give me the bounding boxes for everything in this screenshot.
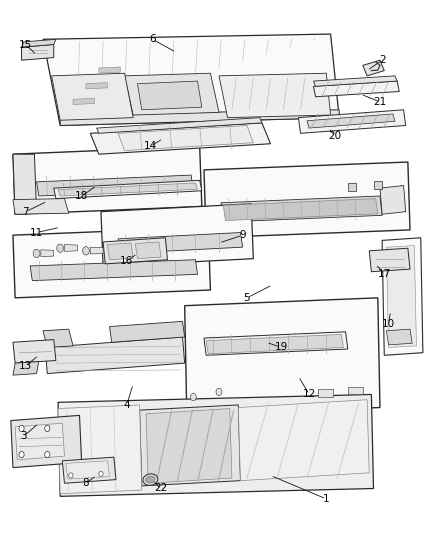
Polygon shape [13, 228, 210, 298]
Text: 3: 3 [21, 431, 27, 441]
Polygon shape [101, 204, 253, 266]
Text: 9: 9 [239, 230, 246, 240]
Polygon shape [52, 73, 133, 120]
Circle shape [99, 471, 103, 477]
Circle shape [19, 451, 24, 458]
Text: 4: 4 [124, 400, 130, 410]
Text: 15: 15 [19, 39, 32, 50]
Polygon shape [382, 238, 423, 356]
Polygon shape [140, 405, 240, 486]
Text: 18: 18 [75, 191, 88, 201]
Text: 19: 19 [275, 343, 288, 352]
Polygon shape [97, 118, 262, 133]
Text: 22: 22 [155, 483, 168, 494]
Polygon shape [36, 175, 193, 196]
Polygon shape [13, 199, 69, 214]
Text: 20: 20 [328, 131, 342, 141]
Polygon shape [58, 394, 374, 496]
Text: 1: 1 [323, 494, 330, 504]
Polygon shape [206, 334, 343, 354]
Polygon shape [204, 332, 348, 356]
Polygon shape [86, 83, 107, 89]
Polygon shape [90, 247, 103, 254]
Text: 21: 21 [373, 97, 387, 107]
Polygon shape [43, 329, 73, 348]
Text: 5: 5 [244, 293, 250, 303]
Polygon shape [13, 147, 202, 214]
Polygon shape [21, 39, 56, 47]
Polygon shape [135, 242, 161, 259]
Polygon shape [103, 238, 167, 264]
Polygon shape [204, 162, 410, 238]
Text: 10: 10 [382, 319, 395, 329]
Polygon shape [73, 98, 95, 104]
Polygon shape [363, 60, 384, 76]
Polygon shape [21, 45, 54, 60]
Polygon shape [60, 110, 339, 125]
Polygon shape [307, 114, 395, 128]
Circle shape [57, 244, 64, 253]
Polygon shape [64, 245, 78, 252]
Polygon shape [314, 81, 399, 97]
Polygon shape [348, 183, 357, 191]
Text: 16: 16 [120, 256, 133, 266]
Polygon shape [219, 73, 331, 118]
Polygon shape [185, 298, 380, 415]
Polygon shape [374, 181, 382, 189]
Polygon shape [298, 110, 406, 133]
Text: 7: 7 [22, 207, 29, 216]
Polygon shape [13, 154, 36, 214]
Polygon shape [58, 405, 142, 494]
Polygon shape [348, 386, 363, 394]
Circle shape [190, 393, 196, 401]
Polygon shape [90, 123, 271, 154]
Polygon shape [221, 196, 382, 222]
Polygon shape [118, 125, 253, 150]
Polygon shape [380, 185, 406, 214]
Text: 6: 6 [149, 34, 156, 44]
Text: 13: 13 [19, 361, 32, 371]
Polygon shape [62, 457, 116, 483]
Text: 8: 8 [83, 478, 89, 488]
Polygon shape [13, 361, 39, 375]
Polygon shape [386, 246, 417, 348]
Polygon shape [118, 232, 243, 254]
Polygon shape [15, 423, 64, 460]
Polygon shape [318, 389, 333, 397]
Circle shape [45, 425, 50, 432]
Text: 11: 11 [30, 228, 43, 238]
Polygon shape [54, 180, 202, 199]
Circle shape [216, 388, 222, 395]
Polygon shape [146, 409, 232, 483]
Polygon shape [107, 243, 133, 260]
Circle shape [69, 473, 73, 478]
Circle shape [45, 451, 50, 458]
Circle shape [33, 249, 40, 257]
Polygon shape [386, 329, 412, 345]
Text: 12: 12 [303, 390, 316, 399]
Ellipse shape [145, 476, 155, 483]
Ellipse shape [143, 474, 158, 486]
Polygon shape [138, 81, 202, 110]
Polygon shape [314, 76, 397, 86]
Text: 2: 2 [379, 55, 385, 65]
Text: 17: 17 [378, 269, 391, 279]
Polygon shape [369, 248, 410, 272]
Circle shape [19, 425, 24, 432]
Polygon shape [223, 199, 378, 221]
Text: 14: 14 [144, 141, 157, 151]
Polygon shape [99, 67, 120, 73]
Polygon shape [110, 321, 185, 342]
Polygon shape [13, 340, 56, 363]
Polygon shape [11, 415, 81, 467]
Polygon shape [124, 73, 219, 115]
Polygon shape [30, 260, 198, 280]
Polygon shape [238, 400, 369, 481]
Polygon shape [66, 461, 110, 479]
Polygon shape [41, 250, 54, 256]
Polygon shape [45, 337, 185, 374]
Polygon shape [43, 34, 339, 125]
Polygon shape [58, 183, 198, 196]
Circle shape [82, 247, 89, 255]
